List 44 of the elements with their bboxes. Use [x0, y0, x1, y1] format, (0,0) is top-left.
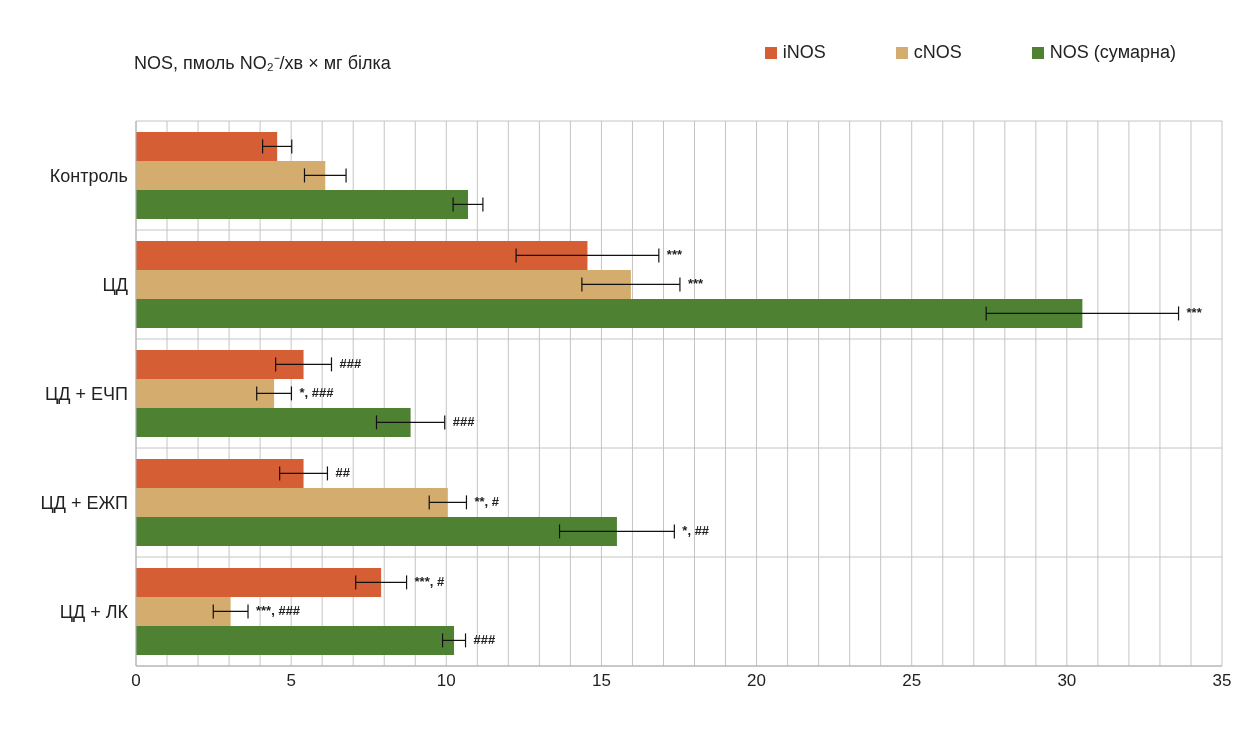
annotation: *** [687, 276, 705, 292]
bar [136, 458, 304, 488]
annotation: **, # [474, 494, 500, 510]
y-tick-label: ЦД + ЛК [59, 601, 129, 622]
annotation: ## [335, 465, 351, 481]
bar [136, 160, 326, 190]
bar [136, 625, 455, 655]
legend-label: NOS (сумарна) [1049, 42, 1176, 63]
x-tick-label: 25 [902, 671, 922, 691]
bar [136, 378, 275, 408]
bar [136, 516, 617, 546]
legend-label: cNOS [913, 42, 962, 63]
bar [136, 298, 1083, 328]
annotation: *, ### [299, 385, 335, 401]
chart-title: NOS, пмоль NO₂⁻/хв × мг білка [134, 52, 391, 74]
x-tick-label: 30 [1057, 671, 1077, 691]
bar [136, 596, 231, 626]
y-tick-label: Контроль [49, 165, 128, 186]
bar [136, 189, 469, 219]
bar [136, 240, 588, 270]
y-tick-label: ЦД + ЕЧП [45, 383, 128, 404]
annotation: ***, ### [256, 603, 301, 619]
annotation: *** [1186, 305, 1203, 321]
y-tick-label: ЦД [102, 274, 128, 295]
legend-label: iNOS [782, 42, 826, 63]
x-tick-label: 20 [747, 671, 767, 691]
y-tick-label: ЦД + ЕЖП [40, 492, 128, 513]
annotation: ***, # [414, 574, 445, 590]
bar [136, 567, 382, 597]
annotation: ### [452, 414, 476, 430]
x-tick-label: 35 [1212, 671, 1232, 691]
annotation: ### [339, 356, 362, 372]
bar [136, 349, 304, 379]
x-tick-label: 5 [286, 671, 296, 691]
bar [136, 487, 448, 517]
x-tick-label: 10 [436, 671, 456, 691]
bar [136, 131, 278, 161]
x-tick-label: 15 [591, 671, 611, 691]
x-tick-label: 0 [131, 671, 141, 691]
annotation: *** [666, 247, 683, 263]
bar [136, 269, 631, 299]
bar [136, 407, 411, 437]
annotation: ### [473, 632, 496, 648]
annotation: *, ## [682, 523, 710, 539]
